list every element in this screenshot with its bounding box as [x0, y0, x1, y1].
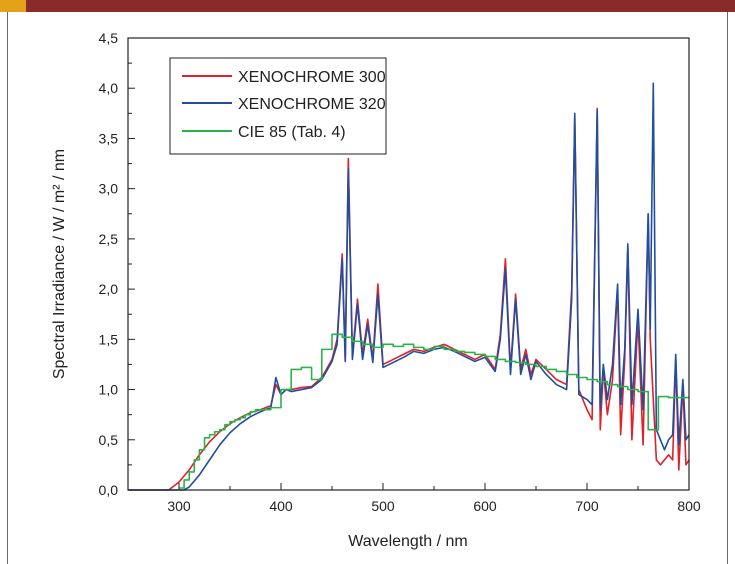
axis-ticks: 300 400 500 600 700 800 0,0 0,5 1,0 1,5 2,0 2,5 3,0 3…	[99, 30, 701, 514]
frame-border-right	[727, 12, 728, 564]
series-layer	[128, 82, 690, 491]
legend-box	[169, 57, 387, 155]
y-tick-label: 2,0	[99, 281, 119, 297]
legend-label-xenochrome-320: XENOCHROME 320	[238, 96, 386, 113]
x-tick-label: 700	[575, 498, 599, 514]
series-line-xenochrome-320	[128, 82, 690, 491]
y-tick-label: 0,0	[99, 482, 119, 498]
x-tick-label: 600	[473, 498, 497, 514]
y-tick-label: 4,0	[99, 80, 119, 96]
y-tick-label: 0,5	[99, 432, 119, 448]
y-tick-label: 1,0	[99, 382, 119, 398]
legend-label-cie-85: CIE 85 (Tab. 4)	[238, 124, 346, 141]
x-tick-label: 800	[677, 498, 701, 514]
frame-border-left	[7, 12, 8, 564]
y-tick-label: 3,5	[99, 130, 119, 146]
x-axis-title: Wavelength / nm	[348, 533, 467, 550]
legend: XENOCHROME 300 XENOCHROME 320 CIE 85 (Ta…	[169, 57, 387, 155]
x-tick-label: 500	[371, 498, 395, 514]
x-tick-label: 400	[269, 498, 293, 514]
legend-label-xenochrome-300: XENOCHROME 300	[238, 69, 386, 86]
header-banner	[0, 0, 735, 12]
header-banner-accent	[0, 0, 26, 12]
y-tick-label: 1,5	[99, 331, 119, 347]
y-tick-label: 3,0	[99, 181, 119, 197]
y-tick-label: 2,5	[99, 231, 119, 247]
x-tick-label: 300	[167, 498, 191, 514]
y-axis-title: Spectral Irradiance / W / m² / nm	[51, 149, 68, 379]
series-line-xenochrome-300	[128, 107, 690, 491]
y-tick-label: 4,5	[99, 30, 119, 46]
series-line-cie-85	[179, 333, 689, 489]
